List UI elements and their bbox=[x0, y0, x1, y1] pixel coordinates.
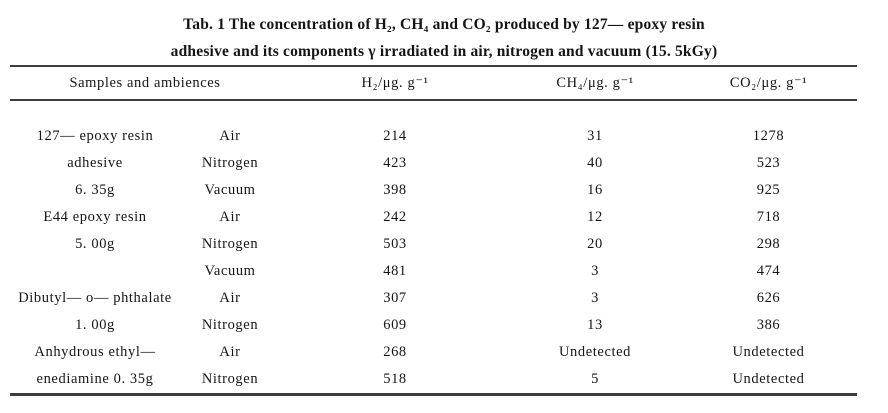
table-row: E44 epoxy resin Air 242 12 718 bbox=[10, 204, 857, 231]
cell-ambience: Nitrogen bbox=[201, 155, 259, 171]
cell-ch4: 3 bbox=[591, 263, 599, 279]
cell-sample: Dibutyl— o— phthalate bbox=[18, 290, 172, 306]
cell-sample: 1. 00g bbox=[75, 317, 115, 333]
cell-ambience: Air bbox=[219, 209, 241, 225]
cell-ambience: Nitrogen bbox=[201, 236, 259, 252]
cell-h2: 398 bbox=[383, 182, 407, 198]
table-row: 127— epoxy resin Air 214 31 1278 bbox=[10, 100, 857, 150]
header-row: Samples and ambiences H₂/μg. g⁻¹ CH₄/μg.… bbox=[10, 66, 857, 101]
cell-co2: 474 bbox=[756, 263, 781, 279]
cell-ambience: Air bbox=[219, 128, 241, 144]
table-header: Samples and ambiences H₂/μg. g⁻¹ CH₄/μg.… bbox=[10, 66, 857, 101]
paper-page: Tab. 1 The concentration of H₂, CH₄ and … bbox=[0, 0, 888, 396]
cell-sample: 127— epoxy resin bbox=[36, 128, 154, 144]
caption-line-2: adhesive and its components γ irradiated… bbox=[170, 43, 718, 60]
cell-co2: 386 bbox=[756, 317, 781, 333]
cell-h2: 423 bbox=[383, 155, 407, 171]
cell-co2: Undetected bbox=[732, 344, 805, 360]
cell-ambience: Vacuum bbox=[204, 182, 256, 198]
cell-ambience: Air bbox=[219, 290, 241, 306]
cell-sample: 6. 35g bbox=[75, 182, 115, 198]
cell-h2: 518 bbox=[383, 371, 407, 387]
table-caption: Tab. 1 The concentration of H₂, CH₄ and … bbox=[0, 0, 888, 65]
cell-ch4: 20 bbox=[587, 236, 603, 252]
cell-co2: 718 bbox=[756, 209, 781, 225]
cell-ch4: 40 bbox=[587, 155, 603, 171]
cell-h2: 609 bbox=[383, 317, 407, 333]
caption-line-1: Tab. 1 The concentration of H₂, CH₄ and … bbox=[183, 16, 705, 33]
table-row: Anhydrous ethyl— Air 268 Undetected Unde… bbox=[10, 339, 857, 366]
cell-ambience: Vacuum bbox=[204, 263, 256, 279]
cell-sample: enediamine 0. 35g bbox=[36, 371, 154, 387]
cell-ch4: 3 bbox=[591, 290, 599, 306]
cell-h2: 242 bbox=[383, 209, 407, 225]
cell-ch4: 12 bbox=[587, 209, 603, 225]
cell-h2: 214 bbox=[383, 128, 407, 144]
col-header-co2: CO₂/μg. g⁻¹ bbox=[680, 66, 857, 101]
cell-sample: E44 epoxy resin bbox=[43, 209, 147, 225]
cell-sample: adhesive bbox=[67, 155, 123, 171]
cell-ch4: 16 bbox=[587, 182, 603, 198]
cell-co2: 626 bbox=[756, 290, 781, 306]
table-row: Dibutyl— o— phthalate Air 307 3 626 bbox=[10, 285, 857, 312]
table-row: 5. 00g Nitrogen 503 20 298 bbox=[10, 231, 857, 258]
cell-ambience: Air bbox=[219, 344, 241, 360]
cell-co2: 298 bbox=[756, 236, 781, 252]
table-row: enediamine 0. 35g Nitrogen 518 5 Undetec… bbox=[10, 366, 857, 395]
cell-co2: 1278 bbox=[752, 128, 785, 144]
cell-h2: 481 bbox=[383, 263, 407, 279]
cell-co2: 523 bbox=[756, 155, 781, 171]
cell-ch4: Undetected bbox=[558, 344, 632, 360]
cell-h2: 503 bbox=[383, 236, 407, 252]
col-header-ch4: CH₄/μg. g⁻¹ bbox=[510, 66, 680, 101]
cell-ch4: 13 bbox=[587, 317, 603, 333]
cell-ambience: Nitrogen bbox=[201, 317, 259, 333]
table-row: 1. 00g Nitrogen 609 13 386 bbox=[10, 312, 857, 339]
cell-co2: Undetected bbox=[732, 371, 805, 387]
cell-h2: 268 bbox=[383, 344, 407, 360]
table-row: Vacuum 481 3 474 bbox=[10, 258, 857, 285]
table-row: 6. 35g Vacuum 398 16 925 bbox=[10, 177, 857, 204]
table-body: 127— epoxy resin Air 214 31 1278 adhesiv… bbox=[10, 100, 857, 395]
concentration-table: Samples and ambiences H₂/μg. g⁻¹ CH₄/μg.… bbox=[10, 65, 857, 396]
col-header-h2: H₂/μg. g⁻¹ bbox=[280, 66, 510, 101]
table-row: adhesive Nitrogen 423 40 523 bbox=[10, 150, 857, 177]
cell-h2: 307 bbox=[383, 290, 407, 306]
cell-sample: Anhydrous ethyl— bbox=[34, 344, 156, 360]
col-header-samples-and-ambiences: Samples and ambiences bbox=[10, 66, 280, 101]
cell-ch4: 31 bbox=[587, 128, 603, 144]
cell-sample: 5. 00g bbox=[75, 236, 115, 252]
cell-ambience: Nitrogen bbox=[201, 371, 259, 387]
cell-ch4: 5 bbox=[591, 371, 599, 387]
cell-co2: 925 bbox=[756, 182, 781, 198]
cell-sample bbox=[10, 258, 180, 285]
